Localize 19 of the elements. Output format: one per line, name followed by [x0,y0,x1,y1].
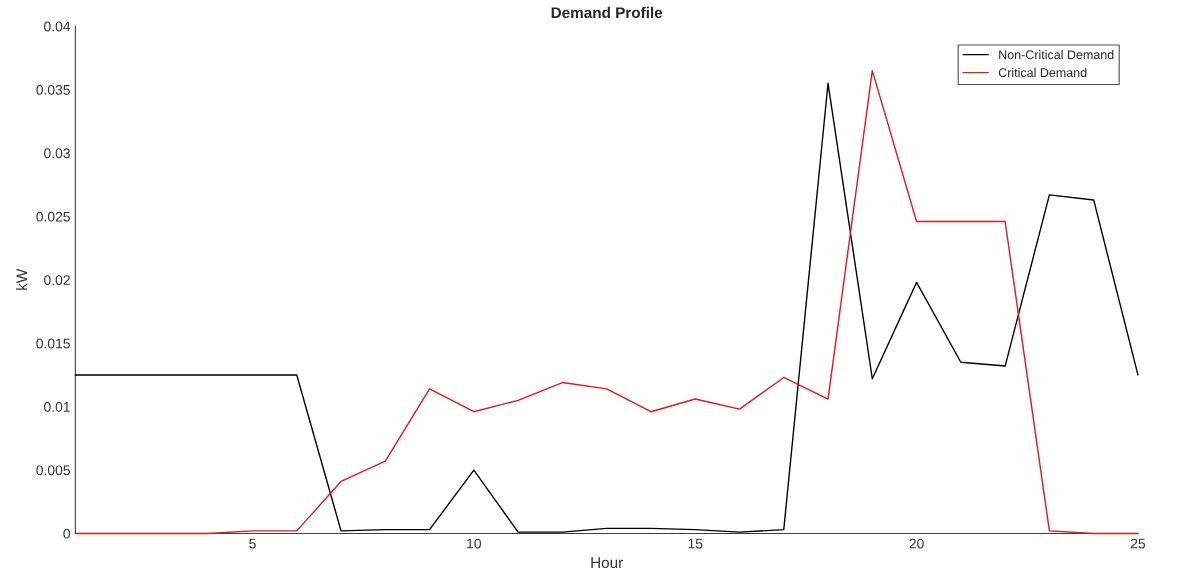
y-tick-label: 0.02 [44,275,70,286]
legend-label: Non-Critical Demand [999,49,1114,60]
y-tick-label: 0.01 [44,401,70,412]
x-axis-title: Hour [591,557,623,569]
x-tick-label: 5 [249,538,256,549]
x-tick-label: 10 [467,538,482,549]
y-tick-label: 0.015 [36,338,70,349]
y-tick-label: 0.04 [44,21,71,32]
x-tick-label: 20 [909,538,924,549]
y-tick-label: 0.005 [36,465,70,476]
x-tick-label: 25 [1130,538,1146,549]
y-tick-label: 0 [63,528,70,539]
chart-title: Demand Profile [551,6,663,19]
x-tick-label: 15 [688,538,703,549]
y-tick-label: 0.035 [36,84,70,95]
y-tick-label: 0.025 [36,211,70,222]
y-axis-title: kW [15,268,28,290]
y-tick-label: 0.03 [44,148,70,159]
legend-label: Critical Demand [998,67,1087,78]
